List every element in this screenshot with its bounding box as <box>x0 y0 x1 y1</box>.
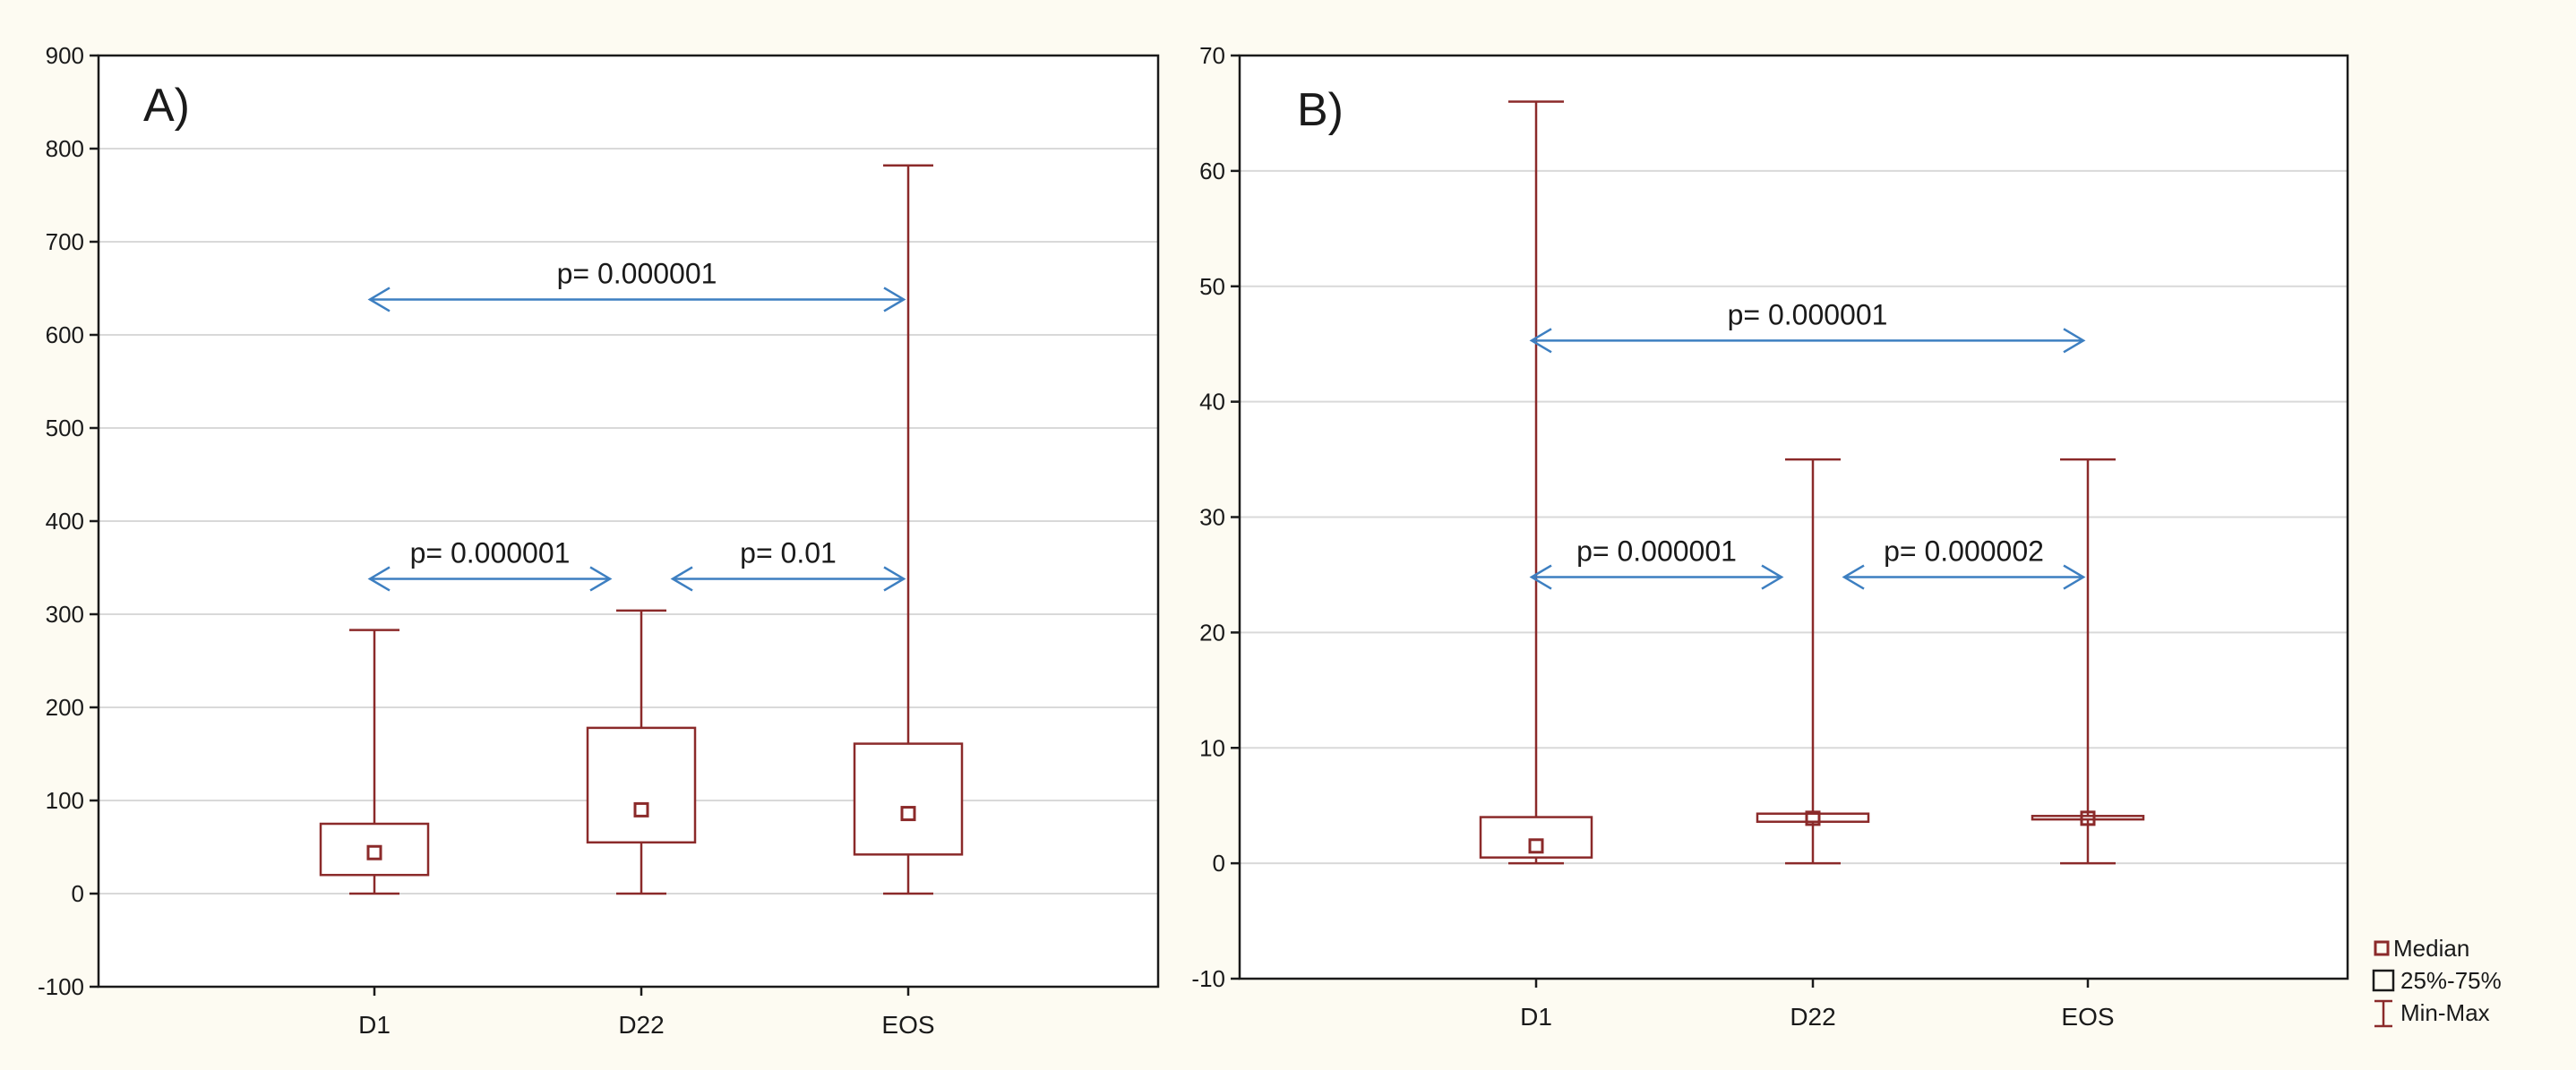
annotation-b-1: p= 0.000001 <box>1529 535 1784 590</box>
arrow-head-right <box>2063 328 2086 354</box>
arrow-head-left <box>1842 564 1865 590</box>
box-b-eos <box>2031 458 2145 865</box>
box-b-d22 <box>1756 458 1870 865</box>
annotation-a-0: p= 0.000001 <box>367 257 906 312</box>
iqr-box <box>586 726 697 844</box>
y-tick-label-b-3: 20 <box>1199 619 1225 646</box>
y-tick-label-a-6: 500 <box>46 415 84 441</box>
x-tick-label-a-0: D1 <box>358 1011 391 1039</box>
iqr-box <box>319 822 430 877</box>
y-tick-label-b-2: 10 <box>1199 734 1225 761</box>
annotation-b-2: p= 0.000002 <box>1842 535 2086 590</box>
box-a-eos <box>853 164 964 895</box>
arrow-head-right <box>883 566 906 592</box>
panel-label-a: A) <box>143 80 190 132</box>
legend-median-symbol <box>2374 940 2390 956</box>
x-tick-label-b-1: D22 <box>1790 1003 1835 1031</box>
y-tick-label-a-2: 100 <box>46 787 84 814</box>
legend: Median 25%-75% Min-Max <box>2372 935 2502 1028</box>
x-tick-label-b-2: EOS <box>2061 1003 2114 1031</box>
median-marker <box>2080 810 2096 826</box>
legend-box-label: 25%-75% <box>2400 967 2502 994</box>
x-tick-label-b-0: D1 <box>1520 1003 1552 1031</box>
y-tick-label-a-3: 200 <box>46 694 84 721</box>
y-tick-label-a-9: 800 <box>46 135 84 162</box>
x-tick-label-a-1: D22 <box>618 1011 664 1039</box>
box-b-d1 <box>1479 100 1593 865</box>
y-tick-label-b-7: 60 <box>1199 158 1225 184</box>
p-value-label: p= 0.000001 <box>1576 535 1737 568</box>
y-tick-label-b-5: 40 <box>1199 389 1225 415</box>
y-tick-label-b-8: 70 <box>1199 42 1225 69</box>
arrow-head-right <box>589 566 613 592</box>
legend-range-symbol <box>2374 999 2392 1028</box>
y-tick-label-b-4: 30 <box>1199 504 1225 531</box>
y-tick-label-a-1: 0 <box>72 880 84 907</box>
p-value-label: p= 0.01 <box>740 536 837 569</box>
y-tick-label-b-1: 0 <box>1213 850 1225 877</box>
y-tick-label-a-10: 900 <box>46 42 84 69</box>
arrow-head-left <box>367 566 391 592</box>
p-value-label: p= 0.000001 <box>410 536 571 569</box>
annotation-a-2: p= 0.01 <box>670 536 906 592</box>
p-value-label: p= 0.000002 <box>1884 535 2044 568</box>
y-tick-label-a-8: 700 <box>46 228 84 255</box>
annotation-a-1: p= 0.000001 <box>367 536 613 592</box>
y-tick-label-a-7: 600 <box>46 321 84 348</box>
legend-range-label: Min-Max <box>2400 999 2490 1026</box>
iqr-box <box>1756 812 1870 823</box>
legend-box-symbol <box>2372 969 2395 992</box>
y-tick-label-a-0: -100 <box>38 973 84 1000</box>
arrow-head-left <box>670 566 693 592</box>
arrow-head-right <box>1761 564 1784 590</box>
arrow-head-left <box>367 287 391 312</box>
iqr-box <box>1479 816 1593 859</box>
y-tick-label-b-0: -10 <box>1191 965 1225 992</box>
median-marker <box>900 806 916 822</box>
arrow-head-right <box>883 287 906 312</box>
iqr-box <box>853 742 964 856</box>
arrow-head-right <box>2063 564 2086 590</box>
y-tick-label-a-4: 300 <box>46 601 84 628</box>
chart-panel-b: -10 0 10 20 30 40 50 60 70 D1 D22 EOS B) p= 0.000001 p… <box>1191 42 2349 1031</box>
box-a-d22 <box>586 609 697 895</box>
arrow-head-left <box>1529 564 1552 590</box>
box-a-d1 <box>319 629 430 895</box>
arrow-head-left <box>1529 328 1552 354</box>
y-tick-label-b-6: 50 <box>1199 273 1225 300</box>
y-tick-label-a-5: 400 <box>46 508 84 535</box>
median-marker <box>366 844 382 860</box>
p-value-label: p= 0.000001 <box>557 257 717 289</box>
median-marker <box>1528 838 1544 854</box>
p-value-label: p= 0.000001 <box>1728 298 1888 330</box>
median-marker <box>1805 810 1821 826</box>
iqr-box <box>2031 815 2145 821</box>
chart-panel-a: -100 0 100 200 300 400 500 600 700 800 900 D1 D22 EOS… <box>38 42 1160 1039</box>
median-marker <box>633 801 649 817</box>
panel-label-b: B) <box>1297 84 1344 136</box>
x-tick-label-a-2: EOS <box>881 1011 934 1039</box>
annotation-b-0: p= 0.000001 <box>1529 298 2086 354</box>
legend-median-label: Median <box>2393 935 2469 962</box>
